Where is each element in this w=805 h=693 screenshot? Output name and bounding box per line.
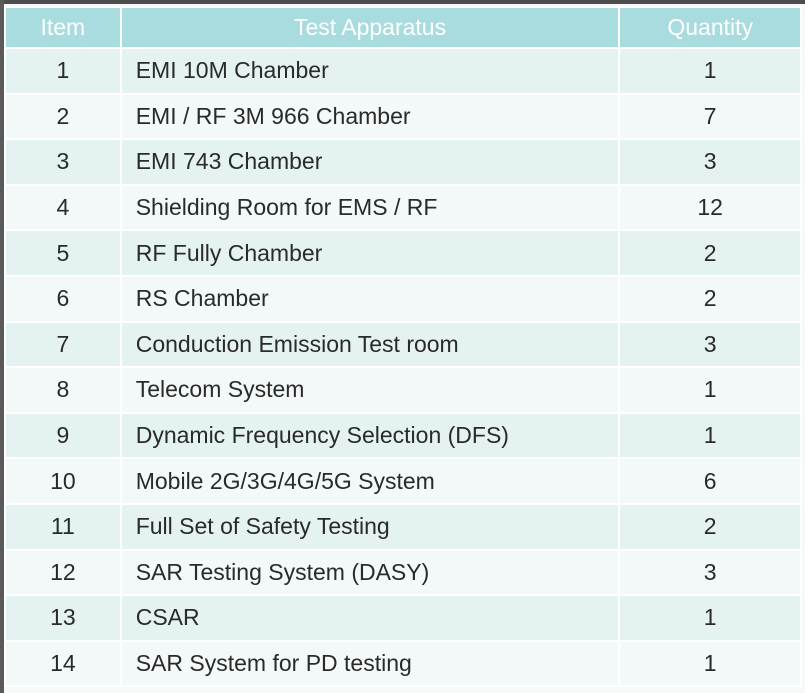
table-row: 12 SAR Testing System (DASY) 3	[6, 550, 800, 595]
item-cell: 9	[6, 413, 120, 458]
item-cell: 14	[6, 641, 120, 686]
frame-border	[0, 0, 4, 693]
apparatus-cell: SAR Testing System (DASY)	[121, 550, 619, 595]
quantity-cell: 2	[620, 504, 800, 549]
apparatus-cell: EMI / RF 3M 966 Chamber	[121, 94, 619, 139]
table-row: 9 Dynamic Frequency Selection (DFS) 1	[6, 413, 800, 458]
quantity-cell: 12	[620, 185, 800, 230]
apparatus-cell: EMI 743 Chamber	[121, 140, 619, 184]
table-row: 5 RF Fully Chamber 2	[6, 231, 800, 275]
item-cell: 8	[6, 368, 120, 412]
apparatus-cell: Shielding Room for EMS / RF	[121, 185, 619, 230]
table-row: 11 Full Set of Safety Testing 2	[6, 504, 800, 549]
item-cell: 13	[6, 596, 120, 640]
apparatus-cell: Dynamic Frequency Selection (DFS)	[121, 413, 619, 458]
apparatus-cell: CSAR	[121, 596, 619, 640]
item-cell: 12	[6, 550, 120, 595]
table-row: 6 RS Chamber 2	[6, 276, 800, 321]
quantity-cell: 1	[620, 413, 800, 458]
table-row: 13 CSAR 1	[6, 596, 800, 640]
quantity-cell: 7	[620, 94, 800, 139]
quantity-cell: 3	[620, 322, 800, 367]
frame-border	[0, 0, 805, 4]
table-row: 1 EMI 10M Chamber 1	[6, 49, 800, 93]
header-cell: Item	[6, 8, 120, 47]
apparatus-cell: SAR System for PD testing	[121, 641, 619, 686]
apparatus-cell: Conduction Emission Test room	[121, 322, 619, 367]
item-cell: 1	[6, 49, 120, 93]
item-cell: 10	[6, 459, 120, 503]
header-cell: Quantity	[620, 8, 800, 47]
table-row: 7 Conduction Emission Test room 3	[6, 322, 800, 367]
quantity-cell: 2	[620, 276, 800, 321]
item-cell: 6	[6, 276, 120, 321]
apparatus-cell: Telecom System	[121, 368, 619, 412]
header-cell: Test Apparatus	[121, 8, 619, 47]
table-row: 3 EMI 743 Chamber 3	[6, 140, 800, 184]
apparatus-cell: Mobile 2G/3G/4G/5G System	[121, 459, 619, 503]
table-row: 14 SAR System for PD testing 1	[6, 641, 800, 686]
quantity-cell: 1	[620, 641, 800, 686]
item-cell: 3	[6, 140, 120, 184]
quantity-cell: 3	[620, 140, 800, 184]
table-row: 8 Telecom System 1	[6, 368, 800, 412]
quantity-cell: 1	[620, 49, 800, 93]
apparatus-cell: EMI 10M Chamber	[121, 49, 619, 93]
table-row: 4 Shielding Room for EMS / RF 12	[6, 185, 800, 230]
item-cell: 11	[6, 504, 120, 549]
apparatus-cell: Full Set of Safety Testing	[121, 504, 619, 549]
quantity-cell: 3	[620, 550, 800, 595]
header-row: Item Test Apparatus Quantity	[6, 8, 800, 47]
quantity-cell: 1	[620, 368, 800, 412]
apparatus-cell: RF Fully Chamber	[121, 231, 619, 275]
item-cell: 4	[6, 185, 120, 230]
apparatus-table: Item Test Apparatus Quantity 1 EMI 10M Ch…	[4, 6, 802, 688]
apparatus-cell: RS Chamber	[121, 276, 619, 321]
item-cell: 7	[6, 322, 120, 367]
quantity-cell: 6	[620, 459, 800, 503]
item-cell: 5	[6, 231, 120, 275]
quantity-cell: 2	[620, 231, 800, 275]
quantity-cell: 1	[620, 596, 800, 640]
table-row: 2 EMI / RF 3M 966 Chamber 7	[6, 94, 800, 139]
item-cell: 2	[6, 94, 120, 139]
table-row: 10 Mobile 2G/3G/4G/5G System 6	[6, 459, 800, 503]
